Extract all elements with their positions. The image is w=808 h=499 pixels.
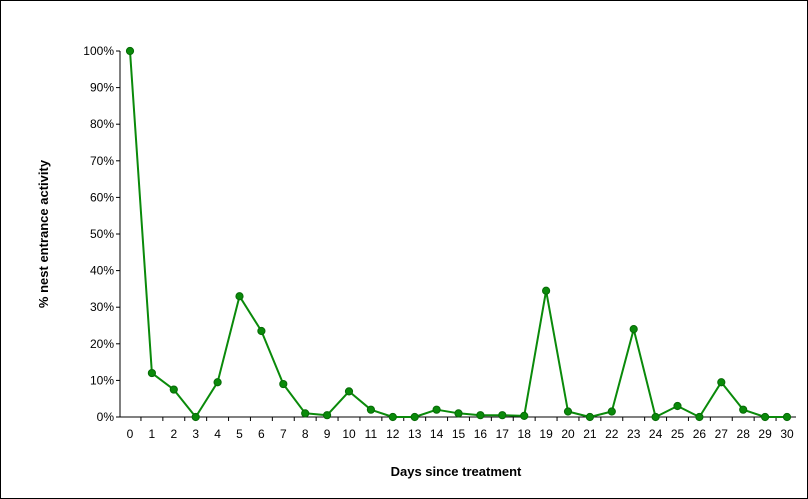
data-point bbox=[739, 405, 748, 414]
data-point bbox=[213, 378, 222, 387]
x-tick-label: 0 bbox=[127, 427, 134, 441]
data-point bbox=[301, 409, 310, 418]
x-tick-label: 5 bbox=[236, 427, 243, 441]
y-tick-label: 80% bbox=[90, 117, 114, 131]
x-tick-label: 29 bbox=[758, 427, 772, 441]
data-point bbox=[279, 379, 288, 389]
y-tick-label: 30% bbox=[90, 300, 114, 314]
data-point bbox=[432, 405, 441, 414]
data-point bbox=[476, 411, 485, 420]
x-tick-label: 6 bbox=[258, 427, 265, 441]
x-tick-label: 10 bbox=[342, 427, 356, 441]
data-point bbox=[257, 326, 266, 336]
data-point bbox=[147, 368, 156, 378]
series-line bbox=[129, 50, 787, 418]
x-tick-label: 27 bbox=[715, 427, 729, 441]
x-tick-label: 28 bbox=[737, 427, 751, 441]
data-point bbox=[410, 412, 419, 422]
y-tick-label: 20% bbox=[90, 337, 114, 351]
data-point bbox=[761, 412, 770, 422]
x-tick-label: 2 bbox=[170, 427, 177, 441]
x-tick-label: 15 bbox=[452, 427, 466, 441]
x-tick-label: 11 bbox=[365, 427, 378, 441]
data-point bbox=[498, 411, 507, 420]
data-point bbox=[520, 411, 529, 421]
data-point bbox=[125, 46, 135, 56]
data-point bbox=[235, 292, 244, 301]
x-tick-label: 30 bbox=[780, 427, 794, 441]
data-point bbox=[542, 286, 551, 295]
y-tick-label: 50% bbox=[90, 227, 114, 241]
y-axis: 0% 10% 20% 30% 40% 50% 60% 70% 80% 90% 100% bbox=[83, 44, 121, 424]
x-tick-label: 7 bbox=[280, 427, 287, 441]
data-point bbox=[563, 407, 573, 416]
y-tick-label: 70% bbox=[90, 154, 114, 168]
x-axis-title: Days since treatment bbox=[391, 464, 522, 479]
x-tick-label: 17 bbox=[496, 427, 510, 441]
data-point bbox=[191, 412, 200, 422]
y-tick-label: 0% bbox=[97, 410, 115, 424]
x-tick-label: 23 bbox=[627, 427, 641, 441]
data-point bbox=[366, 405, 375, 414]
x-tick-label: 26 bbox=[693, 427, 707, 441]
x-tick-label: 1 bbox=[149, 427, 156, 441]
x-tick-label: 24 bbox=[649, 427, 663, 441]
y-tick-label: 60% bbox=[90, 190, 114, 204]
x-tick-label: 25 bbox=[671, 427, 685, 441]
data-point bbox=[585, 412, 595, 422]
data-point bbox=[717, 378, 726, 387]
x-tick-label: 9 bbox=[324, 427, 331, 441]
x-tick-label: 3 bbox=[192, 427, 199, 441]
series-layer bbox=[125, 46, 792, 422]
x-tick-label: 14 bbox=[430, 427, 444, 441]
x-tick-label: 12 bbox=[386, 427, 400, 441]
data-point bbox=[388, 412, 397, 422]
data-point bbox=[454, 409, 463, 418]
x-tick-label: 8 bbox=[302, 427, 309, 441]
data-point bbox=[607, 407, 616, 416]
y-tick-label: 90% bbox=[90, 81, 114, 95]
data-point bbox=[323, 411, 332, 420]
x-tick-label: 19 bbox=[539, 427, 553, 441]
x-tick-label: 21 bbox=[583, 427, 597, 441]
x-tick-label: 16 bbox=[474, 427, 488, 441]
x-tick-label: 4 bbox=[214, 427, 221, 441]
data-point bbox=[651, 412, 660, 422]
y-tick-label: 10% bbox=[90, 373, 114, 387]
y-tick-label: 40% bbox=[90, 264, 114, 278]
x-tick-label: 13 bbox=[408, 427, 422, 441]
x-tick-label: 22 bbox=[605, 427, 619, 441]
data-point bbox=[344, 387, 354, 396]
x-tick-label: 18 bbox=[518, 427, 532, 441]
data-point bbox=[782, 412, 792, 422]
data-point bbox=[673, 401, 682, 411]
x-axis: 0 1 2 3 4 5 6 7 8 9 10 11 12 13 14 15 16 17 18 19 20 21 22 23 24… bbox=[120, 416, 796, 441]
x-tick-label: 20 bbox=[561, 427, 575, 441]
y-tick-label: 100% bbox=[83, 44, 114, 58]
data-point bbox=[169, 385, 178, 394]
data-point bbox=[629, 325, 638, 334]
data-point bbox=[695, 412, 704, 422]
y-axis-title: % nest entrance activity bbox=[36, 159, 51, 308]
